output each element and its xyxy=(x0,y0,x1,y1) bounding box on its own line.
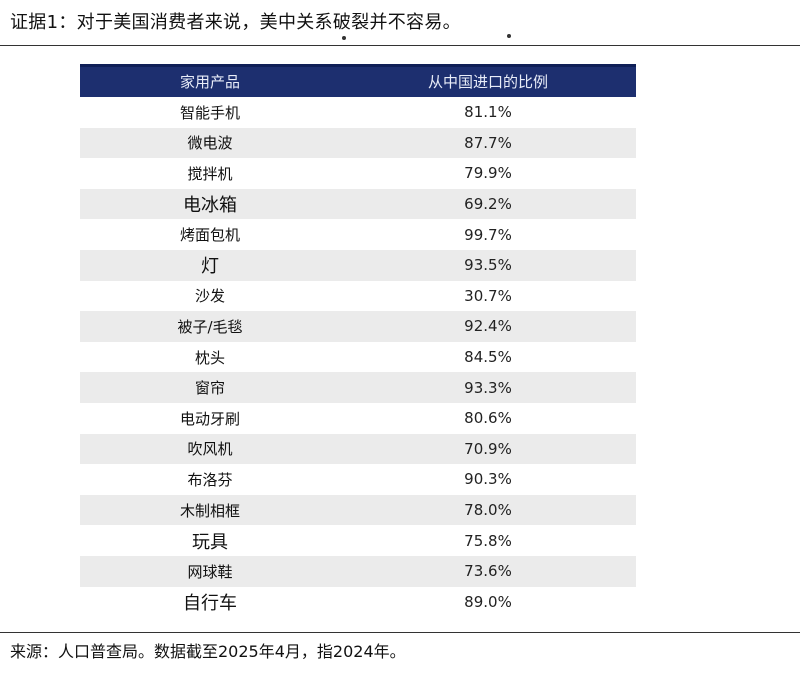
share-cell: 79.9% xyxy=(464,164,512,183)
bottom-divider xyxy=(0,632,800,633)
product-cell: 沙发 xyxy=(194,287,225,306)
header-share: 从中国进口的比例 xyxy=(427,73,548,91)
product-cell: 灯 xyxy=(201,256,219,278)
table-row: 吹风机 70.9% xyxy=(80,433,636,465)
product-cell: 窗帘 xyxy=(194,379,225,398)
source-note: 来源：人口普查局。数据截至2025年4月，指2024年。 xyxy=(10,642,406,661)
share-cell: 69.2% xyxy=(464,195,512,214)
share-cell: 78.0% xyxy=(464,501,512,520)
import-share-table: 家用产品 从中国进口的比例 智能手机 81.1% 微电波 87.7% 搅拌机 79.9% 电… xyxy=(80,64,636,617)
share-cell: 30.7% xyxy=(464,286,512,305)
table-row: 木制相框 78.0% xyxy=(80,494,636,526)
table-row: 电动牙刷 80.6% xyxy=(80,403,636,434)
share-cell: 87.7% xyxy=(464,133,512,152)
table-header: 家用产品 从中国进口的比例 xyxy=(80,64,636,97)
header-product: 家用产品 xyxy=(179,73,240,91)
table-row: 网球鞋 73.6% xyxy=(80,555,636,587)
share-cell: 84.5% xyxy=(464,348,512,367)
page-title: 证据1：对于美国消费者来说，美中关系破裂并不容易。 xyxy=(10,12,461,33)
table-row: 烤面包机 99.7% xyxy=(80,219,636,250)
decorative-dot xyxy=(342,36,346,40)
product-cell: 木制相框 xyxy=(179,501,240,520)
share-cell: 92.4% xyxy=(464,317,512,336)
product-cell: 智能手机 xyxy=(179,103,240,122)
share-cell: 81.1% xyxy=(464,103,512,122)
table-body: 智能手机 81.1% 微电波 87.7% 搅拌机 79.9% 电冰箱 69.2% 烤面包机 99.… xyxy=(80,97,636,617)
table-row: 智能手机 81.1% xyxy=(80,97,636,128)
product-cell: 玩具 xyxy=(192,531,228,553)
table-row: 被子/毛毯 92.4% xyxy=(80,311,636,342)
share-cell: 73.6% xyxy=(464,562,512,581)
share-cell: 93.3% xyxy=(464,378,512,397)
table-row: 沙发 30.7% xyxy=(80,281,636,312)
table-row: 布洛芬 90.3% xyxy=(80,464,636,495)
decorative-dot xyxy=(507,34,511,38)
product-cell: 被子/毛毯 xyxy=(177,317,243,336)
share-cell: 99.7% xyxy=(464,225,512,244)
product-cell: 搅拌机 xyxy=(187,164,233,183)
product-cell: 自行车 xyxy=(183,592,237,614)
table-row: 窗帘 93.3% xyxy=(80,372,636,403)
table-row: 微电波 87.7% xyxy=(80,127,636,159)
table-row: 枕头 84.5% xyxy=(80,342,636,373)
product-cell: 枕头 xyxy=(194,348,225,367)
product-cell: 吹风机 xyxy=(187,440,233,459)
product-cell: 微电波 xyxy=(187,134,233,153)
product-cell: 烤面包机 xyxy=(179,226,240,245)
share-cell: 80.6% xyxy=(464,409,512,428)
share-cell: 75.8% xyxy=(464,531,512,550)
table-row: 自行车 89.0% xyxy=(80,587,636,618)
table-row: 灯 93.5% xyxy=(80,249,636,281)
share-cell: 90.3% xyxy=(464,470,512,489)
product-cell: 电冰箱 xyxy=(183,195,237,217)
share-cell: 89.0% xyxy=(464,592,512,611)
table-row: 搅拌机 79.9% xyxy=(80,158,636,189)
share-cell: 70.9% xyxy=(464,439,512,458)
table-row: 电冰箱 69.2% xyxy=(80,188,636,220)
top-divider xyxy=(0,45,800,46)
product-cell: 电动牙刷 xyxy=(179,409,240,428)
product-cell: 网球鞋 xyxy=(187,562,233,581)
product-cell: 布洛芬 xyxy=(187,470,233,489)
share-cell: 93.5% xyxy=(464,256,512,275)
table-row: 玩具 75.8% xyxy=(80,525,636,556)
